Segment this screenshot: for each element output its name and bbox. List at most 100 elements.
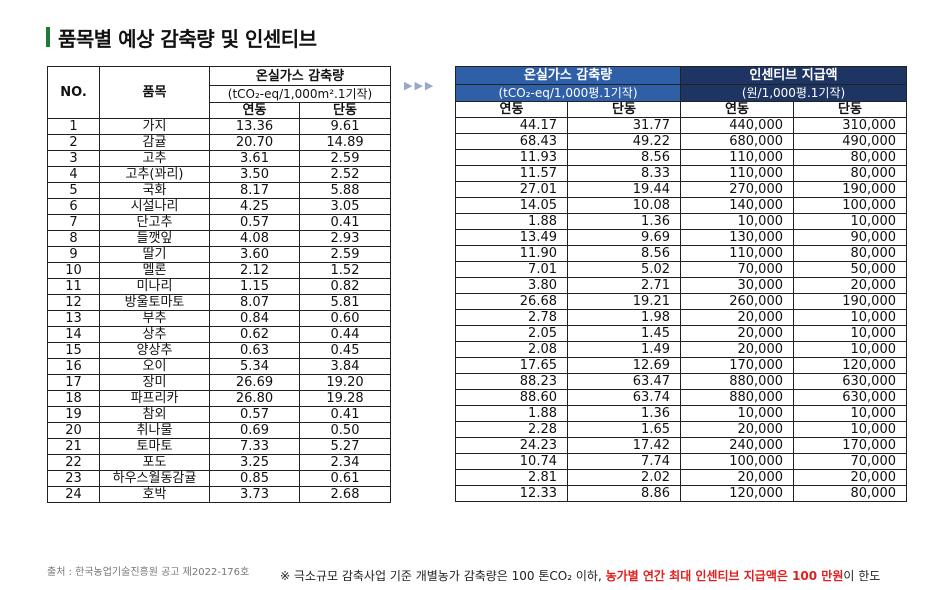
table-row: 6 시설나리 4.25 3.05: [47, 198, 391, 215]
table-row: 7 단고추 0.57 0.41: [47, 214, 391, 231]
table-row: 2.81 2.02 20,000 20,000: [455, 469, 907, 486]
row-single-span-value: 5.27: [299, 438, 391, 455]
row-incentive-single: 10,000: [793, 213, 907, 230]
row-incentive-multi: 20,000: [680, 469, 794, 486]
table-row: 24.23 17.42 240,000 170,000: [455, 437, 907, 454]
row-item: 부추: [99, 310, 210, 327]
row-incentive-single: 90,000: [793, 229, 907, 246]
header-incentive-unit: (원/1,000평.1기작): [680, 84, 907, 102]
row-single-span-value: 9.61: [299, 118, 391, 135]
table-row: 7.01 5.02 70,000 50,000: [455, 261, 907, 278]
row-reduction-single: 1.45: [567, 325, 681, 342]
row-reduction-multi: 2.08: [455, 341, 568, 358]
row-single-span-value: 2.93: [299, 230, 391, 247]
table-row: 8 들깻잎 4.08 2.93: [47, 230, 391, 247]
row-reduction-multi: 68.43: [455, 133, 568, 150]
row-item: 참외: [99, 406, 210, 423]
reduction-incentive-table-per-pyeong: 온실가스 감축량 인센티브 지급액 (tCO₂-eq/1,000평.1기작) (…: [455, 66, 907, 502]
row-multi-span-value: 4.25: [209, 198, 300, 215]
table-row: 1.88 1.36 10,000 10,000: [455, 405, 907, 422]
row-item: 상추: [99, 326, 210, 343]
row-multi-span-value: 0.69: [209, 422, 300, 439]
row-single-span-value: 0.41: [299, 406, 391, 423]
table-row: 2 감귤 20.70 14.89: [47, 134, 391, 151]
row-multi-span-value: 0.62: [209, 326, 300, 343]
row-reduction-single: 17.42: [567, 437, 681, 454]
row-no: 22: [47, 454, 100, 471]
footnote-suffix: 이 한도: [843, 569, 881, 583]
row-item: 포도: [99, 454, 210, 471]
row-reduction-single: 1.49: [567, 341, 681, 358]
row-multi-span-value: 8.17: [209, 182, 300, 199]
row-incentive-single: 70,000: [793, 453, 907, 470]
row-reduction-multi: 1.88: [455, 405, 568, 422]
row-no: 19: [47, 406, 100, 423]
header-reduction-unit: (tCO₂-eq/1,000m².1기작): [209, 85, 391, 103]
footnote-emphasis: 농가별 연간 최대 인센티브 지급액은 100 만원: [605, 569, 844, 583]
row-multi-span-value: 3.61: [209, 150, 300, 167]
row-incentive-single: 80,000: [793, 165, 907, 182]
row-reduction-single: 2.71: [567, 277, 681, 294]
footnote-prefix: ※ 극소규모 감축사업 기준 개별농가 감축량은 100 톤CO₂ 이하,: [280, 569, 602, 583]
row-reduction-multi: 17.65: [455, 357, 568, 374]
row-single-span-value: 19.28: [299, 390, 391, 407]
row-no: 23: [47, 470, 100, 487]
row-single-span-value: 2.68: [299, 486, 391, 503]
table-row: 3.80 2.71 30,000 20,000: [455, 277, 907, 294]
row-reduction-single: 49.22: [567, 133, 681, 150]
row-incentive-single: 10,000: [793, 341, 907, 358]
row-multi-span-value: 3.50: [209, 166, 300, 183]
row-reduction-single: 10.08: [567, 197, 681, 214]
row-no: 3: [47, 150, 100, 167]
row-reduction-single: 8.56: [567, 245, 681, 262]
reduction-table-per-m2: NO. 품목 온실가스 감축량 (tCO₂-eq/1,000m².1기작) 연동…: [47, 66, 391, 503]
row-incentive-multi: 110,000: [680, 245, 794, 262]
row-reduction-multi: 88.60: [455, 389, 568, 406]
row-incentive-multi: 130,000: [680, 229, 794, 246]
row-item: 취나물: [99, 422, 210, 439]
row-item: 고추(꽈리): [99, 166, 210, 183]
row-reduction-multi: 2.05: [455, 325, 568, 342]
table-row: 18 파프리카 26.80 19.28: [47, 390, 391, 407]
row-no: 5: [47, 182, 100, 199]
table-row: 21 토마토 7.33 5.27: [47, 438, 391, 455]
row-incentive-multi: 70,000: [680, 261, 794, 278]
table-row: 11.57 8.33 110,000 80,000: [455, 165, 907, 182]
table-row: 22 포도 3.25 2.34: [47, 454, 391, 471]
table-row: 14.05 10.08 140,000 100,000: [455, 197, 907, 214]
row-no: 21: [47, 438, 100, 455]
row-reduction-single: 9.69: [567, 229, 681, 246]
row-single-span-value: 14.89: [299, 134, 391, 151]
row-reduction-multi: 10.74: [455, 453, 568, 470]
row-reduction-single: 1.98: [567, 309, 681, 326]
row-single-span-value: 1.52: [299, 262, 391, 279]
row-incentive-single: 170,000: [793, 437, 907, 454]
row-item: 파프리카: [99, 390, 210, 407]
table-row: 2.78 1.98 20,000 10,000: [455, 309, 907, 326]
table-row: 2.05 1.45 20,000 10,000: [455, 325, 907, 342]
row-incentive-multi: 880,000: [680, 389, 794, 406]
row-incentive-single: 10,000: [793, 309, 907, 326]
table-row: 15 양상추 0.63 0.45: [47, 342, 391, 359]
row-multi-span-value: 2.12: [209, 262, 300, 279]
row-reduction-multi: 44.17: [455, 117, 568, 134]
page-title: 품목별 예상 감축량 및 인센티브: [58, 26, 317, 51]
row-incentive-multi: 100,000: [680, 453, 794, 470]
row-no: 4: [47, 166, 100, 183]
row-incentive-single: 80,000: [793, 149, 907, 166]
header-incentive: 인센티브 지급액: [680, 66, 907, 85]
header-reduction-pyeong-unit: (tCO₂-eq/1,000평.1기작): [455, 84, 681, 102]
row-incentive-single: 120,000: [793, 357, 907, 374]
row-multi-span-value: 20.70: [209, 134, 300, 151]
row-item: 시설나리: [99, 198, 210, 215]
row-incentive-single: 20,000: [793, 469, 907, 486]
table-row: 11.90 8.56 110,000 80,000: [455, 245, 907, 262]
row-single-span-value: 0.44: [299, 326, 391, 343]
row-multi-span-value: 0.85: [209, 470, 300, 487]
table-row: 17.65 12.69 170,000 120,000: [455, 357, 907, 374]
row-incentive-single: 10,000: [793, 405, 907, 422]
row-single-span-value: 3.84: [299, 358, 391, 375]
row-reduction-single: 12.69: [567, 357, 681, 374]
row-incentive-multi: 20,000: [680, 341, 794, 358]
table-row: 44.17 31.77 440,000 310,000: [455, 117, 907, 134]
